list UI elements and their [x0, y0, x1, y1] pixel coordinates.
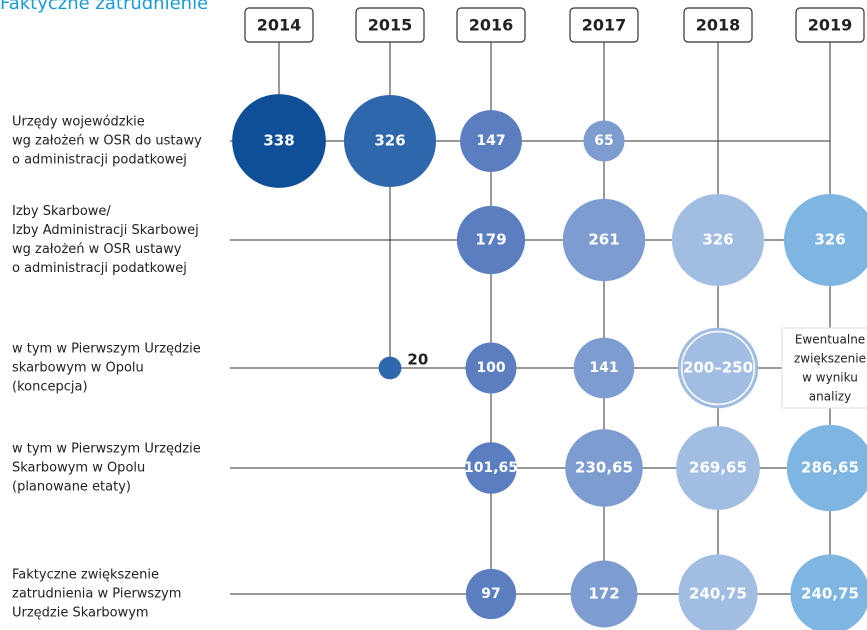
- value-label: 97: [481, 586, 500, 602]
- bubble: [573, 337, 635, 399]
- year-label: 2018: [696, 16, 741, 35]
- bubble: [456, 205, 526, 275]
- value-label: 100: [476, 360, 505, 376]
- bubble: [677, 327, 759, 409]
- bubble: [460, 110, 522, 172]
- value-label: 269,65: [689, 459, 747, 477]
- row-label: wg założeń w OSR do ustawy: [12, 134, 202, 149]
- value-label: 179: [475, 231, 506, 249]
- value-label: 261: [588, 231, 619, 249]
- row-label: skarbowym w Opolu: [12, 361, 144, 376]
- value-label: 326: [374, 132, 405, 150]
- year-box: [683, 7, 753, 43]
- bubble: [676, 426, 760, 510]
- value-label: 172: [588, 585, 619, 603]
- row-label: o administracji podatkowej: [12, 153, 187, 168]
- bubble: [678, 554, 758, 630]
- row-label: Izby Skarbowe/: [12, 204, 111, 219]
- row-label: o administracji podatkowej: [12, 261, 187, 276]
- bubble: [465, 442, 517, 494]
- row-label: Urzędzie Skarbowym: [12, 606, 149, 621]
- row-label: (planowane etaty): [12, 480, 131, 495]
- value-label: 147: [476, 133, 505, 149]
- value-label: 200–250: [683, 359, 753, 377]
- value-label: 230,65: [575, 459, 633, 477]
- row-label: Izby Administracji Skarbowej: [12, 223, 199, 238]
- year-label: 2017: [582, 16, 627, 35]
- bubble: [465, 342, 517, 394]
- value-label: 101,65: [464, 460, 518, 476]
- year-label: 2014: [257, 16, 302, 35]
- value-label: 338: [263, 132, 294, 150]
- value-label: 326: [814, 231, 845, 249]
- row-label: w tym w Pierwszym Urzędzie: [12, 442, 201, 457]
- year-box: [795, 7, 865, 43]
- value-label: 65: [594, 133, 613, 149]
- bubble: [465, 568, 517, 620]
- bubble: [783, 193, 867, 287]
- annotation-text: analizy: [809, 390, 851, 404]
- bubble: [790, 554, 867, 630]
- year-box: [244, 7, 314, 43]
- value-label: 20: [407, 351, 428, 369]
- row-label: wg założeń w OSR ustawy: [12, 242, 182, 257]
- bubble: [562, 198, 646, 282]
- bubble: [786, 424, 867, 512]
- chart-title: Faktyczne zatrudnienie: [0, 0, 208, 14]
- value-label: 326: [702, 231, 733, 249]
- bubble: [671, 193, 765, 287]
- value-label: 141: [589, 360, 618, 376]
- bubble: [343, 94, 437, 188]
- year-label: 2016: [469, 16, 514, 35]
- year-box: [569, 7, 639, 43]
- annotation-box: [781, 327, 867, 409]
- row-label: w tym w Pierwszym Urzędzie: [12, 342, 201, 357]
- year-label: 2019: [808, 16, 853, 35]
- row-label: Faktyczne zwiększenie: [12, 568, 159, 583]
- annotation-text: zwiększenie: [794, 352, 866, 366]
- bubble: [565, 429, 643, 507]
- bubble: [570, 560, 638, 628]
- value-label: 240,75: [689, 585, 747, 603]
- annotation-text: w wyniku: [802, 371, 858, 385]
- value-label: 286,65: [801, 459, 859, 477]
- row-label: Skarbowym w Opolu: [12, 461, 145, 476]
- row-label: (koncepcja): [12, 380, 88, 395]
- row-label: zatrudnienia w Pierwszym: [12, 587, 181, 602]
- bubble: [232, 94, 326, 188]
- bubble: [378, 356, 402, 380]
- bubble: [583, 120, 625, 162]
- annotation-text: Ewentualne: [795, 333, 865, 347]
- row-label: Urzędy wojewódzkie: [12, 115, 145, 130]
- year-box: [456, 7, 526, 43]
- bubble-ring: [680, 330, 756, 406]
- value-label: 240,75: [801, 585, 859, 603]
- year-label: 2015: [368, 16, 413, 35]
- year-box: [355, 7, 425, 43]
